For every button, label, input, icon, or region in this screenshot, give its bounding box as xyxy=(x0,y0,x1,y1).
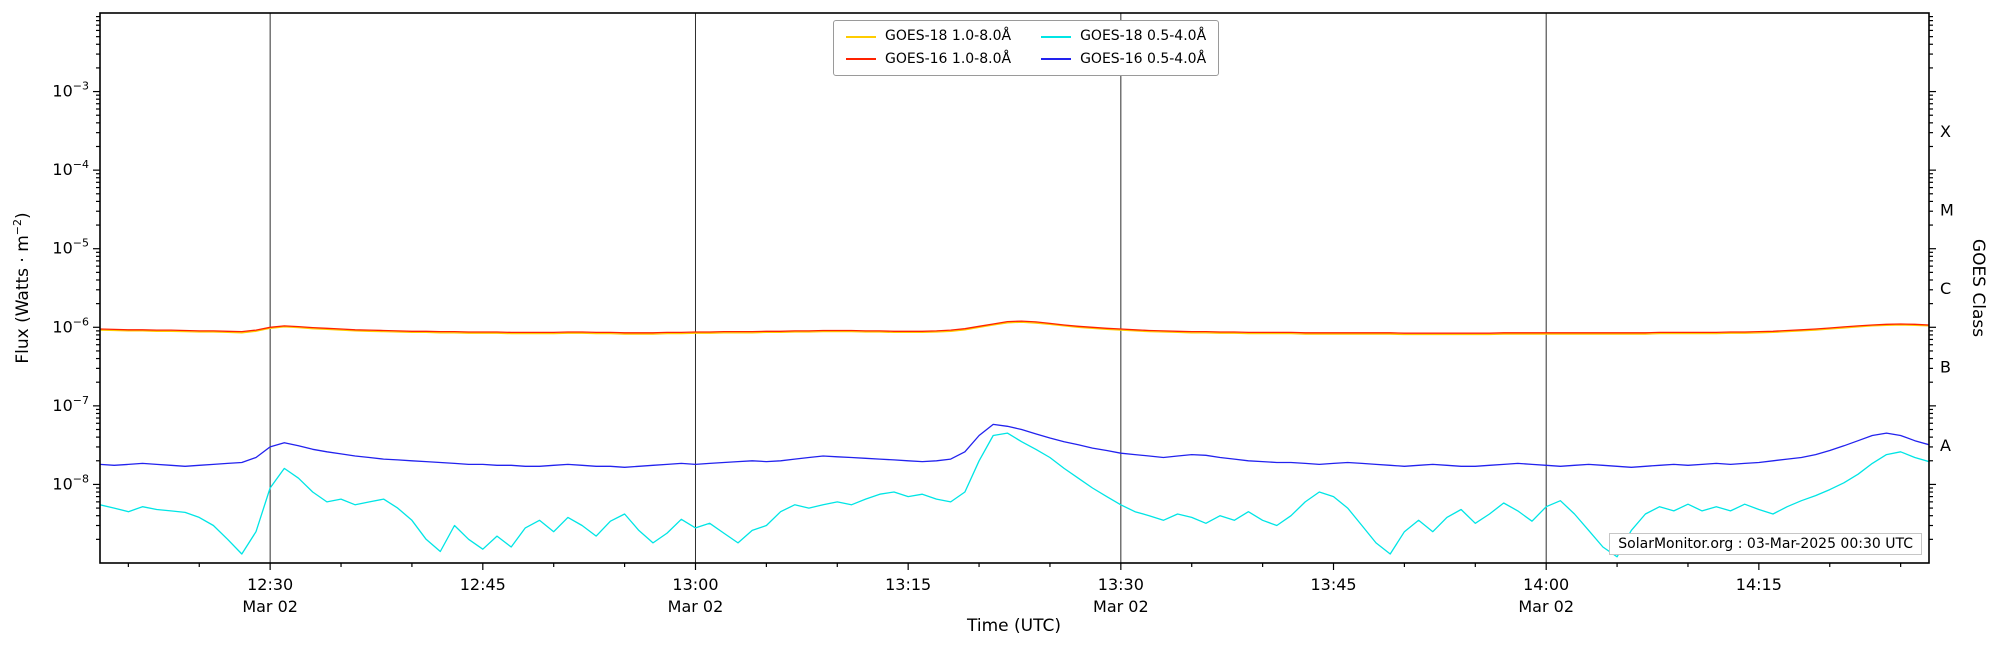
svg-text:14:00: 14:00 xyxy=(1523,575,1569,594)
svg-text:10−8: 10−8 xyxy=(52,472,89,493)
svg-text:Mar 02: Mar 02 xyxy=(668,597,724,616)
x-axis-label: Time (UTC) xyxy=(967,616,1061,636)
svg-text:13:30: 13:30 xyxy=(1098,575,1144,594)
watermark-text: SolarMonitor.org : 03-Mar-2025 00:30 UTC xyxy=(1609,533,1922,555)
y-axis-label: Flux (Watts · m−2) xyxy=(11,212,33,363)
legend-label-goes18-long: GOES-18 1.0-8.0Å xyxy=(885,28,1012,44)
plot-background xyxy=(100,13,1929,563)
svg-text:10−6: 10−6 xyxy=(52,315,89,336)
legend-item-goes16-short: GOES-16 0.5-4.0Å xyxy=(1041,51,1206,69)
legend-line-swatch-goes18-long xyxy=(846,35,876,38)
y-axis-label-post: ) xyxy=(12,212,33,219)
svg-text:Mar 02: Mar 02 xyxy=(1093,597,1149,616)
svg-text:13:45: 13:45 xyxy=(1310,575,1356,594)
goes-class-M: M xyxy=(1940,200,1954,219)
goes-class-C: C xyxy=(1940,279,1951,298)
plot-border xyxy=(99,12,1930,564)
svg-text:12:45: 12:45 xyxy=(460,575,506,594)
legend-item-goes18-short: GOES-18 0.5-4.0Å xyxy=(1041,28,1206,46)
goes-class-X: X xyxy=(1940,122,1951,141)
y-axis-label-sup: −2 xyxy=(11,218,25,236)
svg-text:Mar 02: Mar 02 xyxy=(1518,597,1574,616)
svg-text:10−3: 10−3 xyxy=(52,80,89,101)
gridlines xyxy=(269,13,1547,563)
y-tick-labels: 10−3 10−4 10−5 10−6 10−7 10−8 xyxy=(52,80,89,494)
goes-class-labels: X M C B A xyxy=(1940,122,1954,455)
svg-text:12:30: 12:30 xyxy=(247,575,293,594)
legend-line-swatch-goes16-long xyxy=(846,58,876,61)
y-axis-label-pre: Flux (Watts · m xyxy=(12,235,33,364)
legend-line-swatch-goes16-short xyxy=(1041,58,1072,61)
legend-line-swatch-goes18-short xyxy=(1041,35,1072,38)
legend-item-goes16-long: GOES-16 1.0-8.0Å xyxy=(846,51,1011,69)
series-line-goes16-short xyxy=(100,423,1929,468)
svg-text:14:15: 14:15 xyxy=(1736,575,1782,594)
svg-text:13:00: 13:00 xyxy=(672,575,718,594)
series-lines xyxy=(100,320,1929,558)
legend-label-goes16-short: GOES-16 0.5-4.0Å xyxy=(1080,50,1207,67)
series-line-goes18-long xyxy=(100,321,1929,336)
svg-text:10−4: 10−4 xyxy=(52,158,89,179)
goes-class-B: B xyxy=(1940,358,1951,377)
svg-text:Mar 02: Mar 02 xyxy=(242,597,298,616)
series-line-goes16-long xyxy=(100,320,1929,334)
svg-text:10−7: 10−7 xyxy=(52,394,89,415)
legend-item-goes18-long: GOES-18 1.0-8.0Å xyxy=(846,28,1011,46)
goes-class-A: A xyxy=(1940,436,1951,455)
x-tick-labels: 12:30 Mar 02 12:45 13:00 Mar 02 13:15 13:30 Mar… xyxy=(242,575,1782,616)
legend-label-goes18-short: GOES-18 0.5-4.0Å xyxy=(1080,28,1207,44)
right-axis-label: GOES Class xyxy=(1968,238,1988,338)
svg-text:10−5: 10−5 xyxy=(52,237,89,258)
svg-text:13:15: 13:15 xyxy=(885,575,931,594)
legend: GOES-18 1.0-8.0Å GOES-18 0.5-4.0Å GOES-16 … xyxy=(833,20,1220,76)
legend-label-goes16-long: GOES-16 1.0-8.0Å xyxy=(885,50,1012,67)
